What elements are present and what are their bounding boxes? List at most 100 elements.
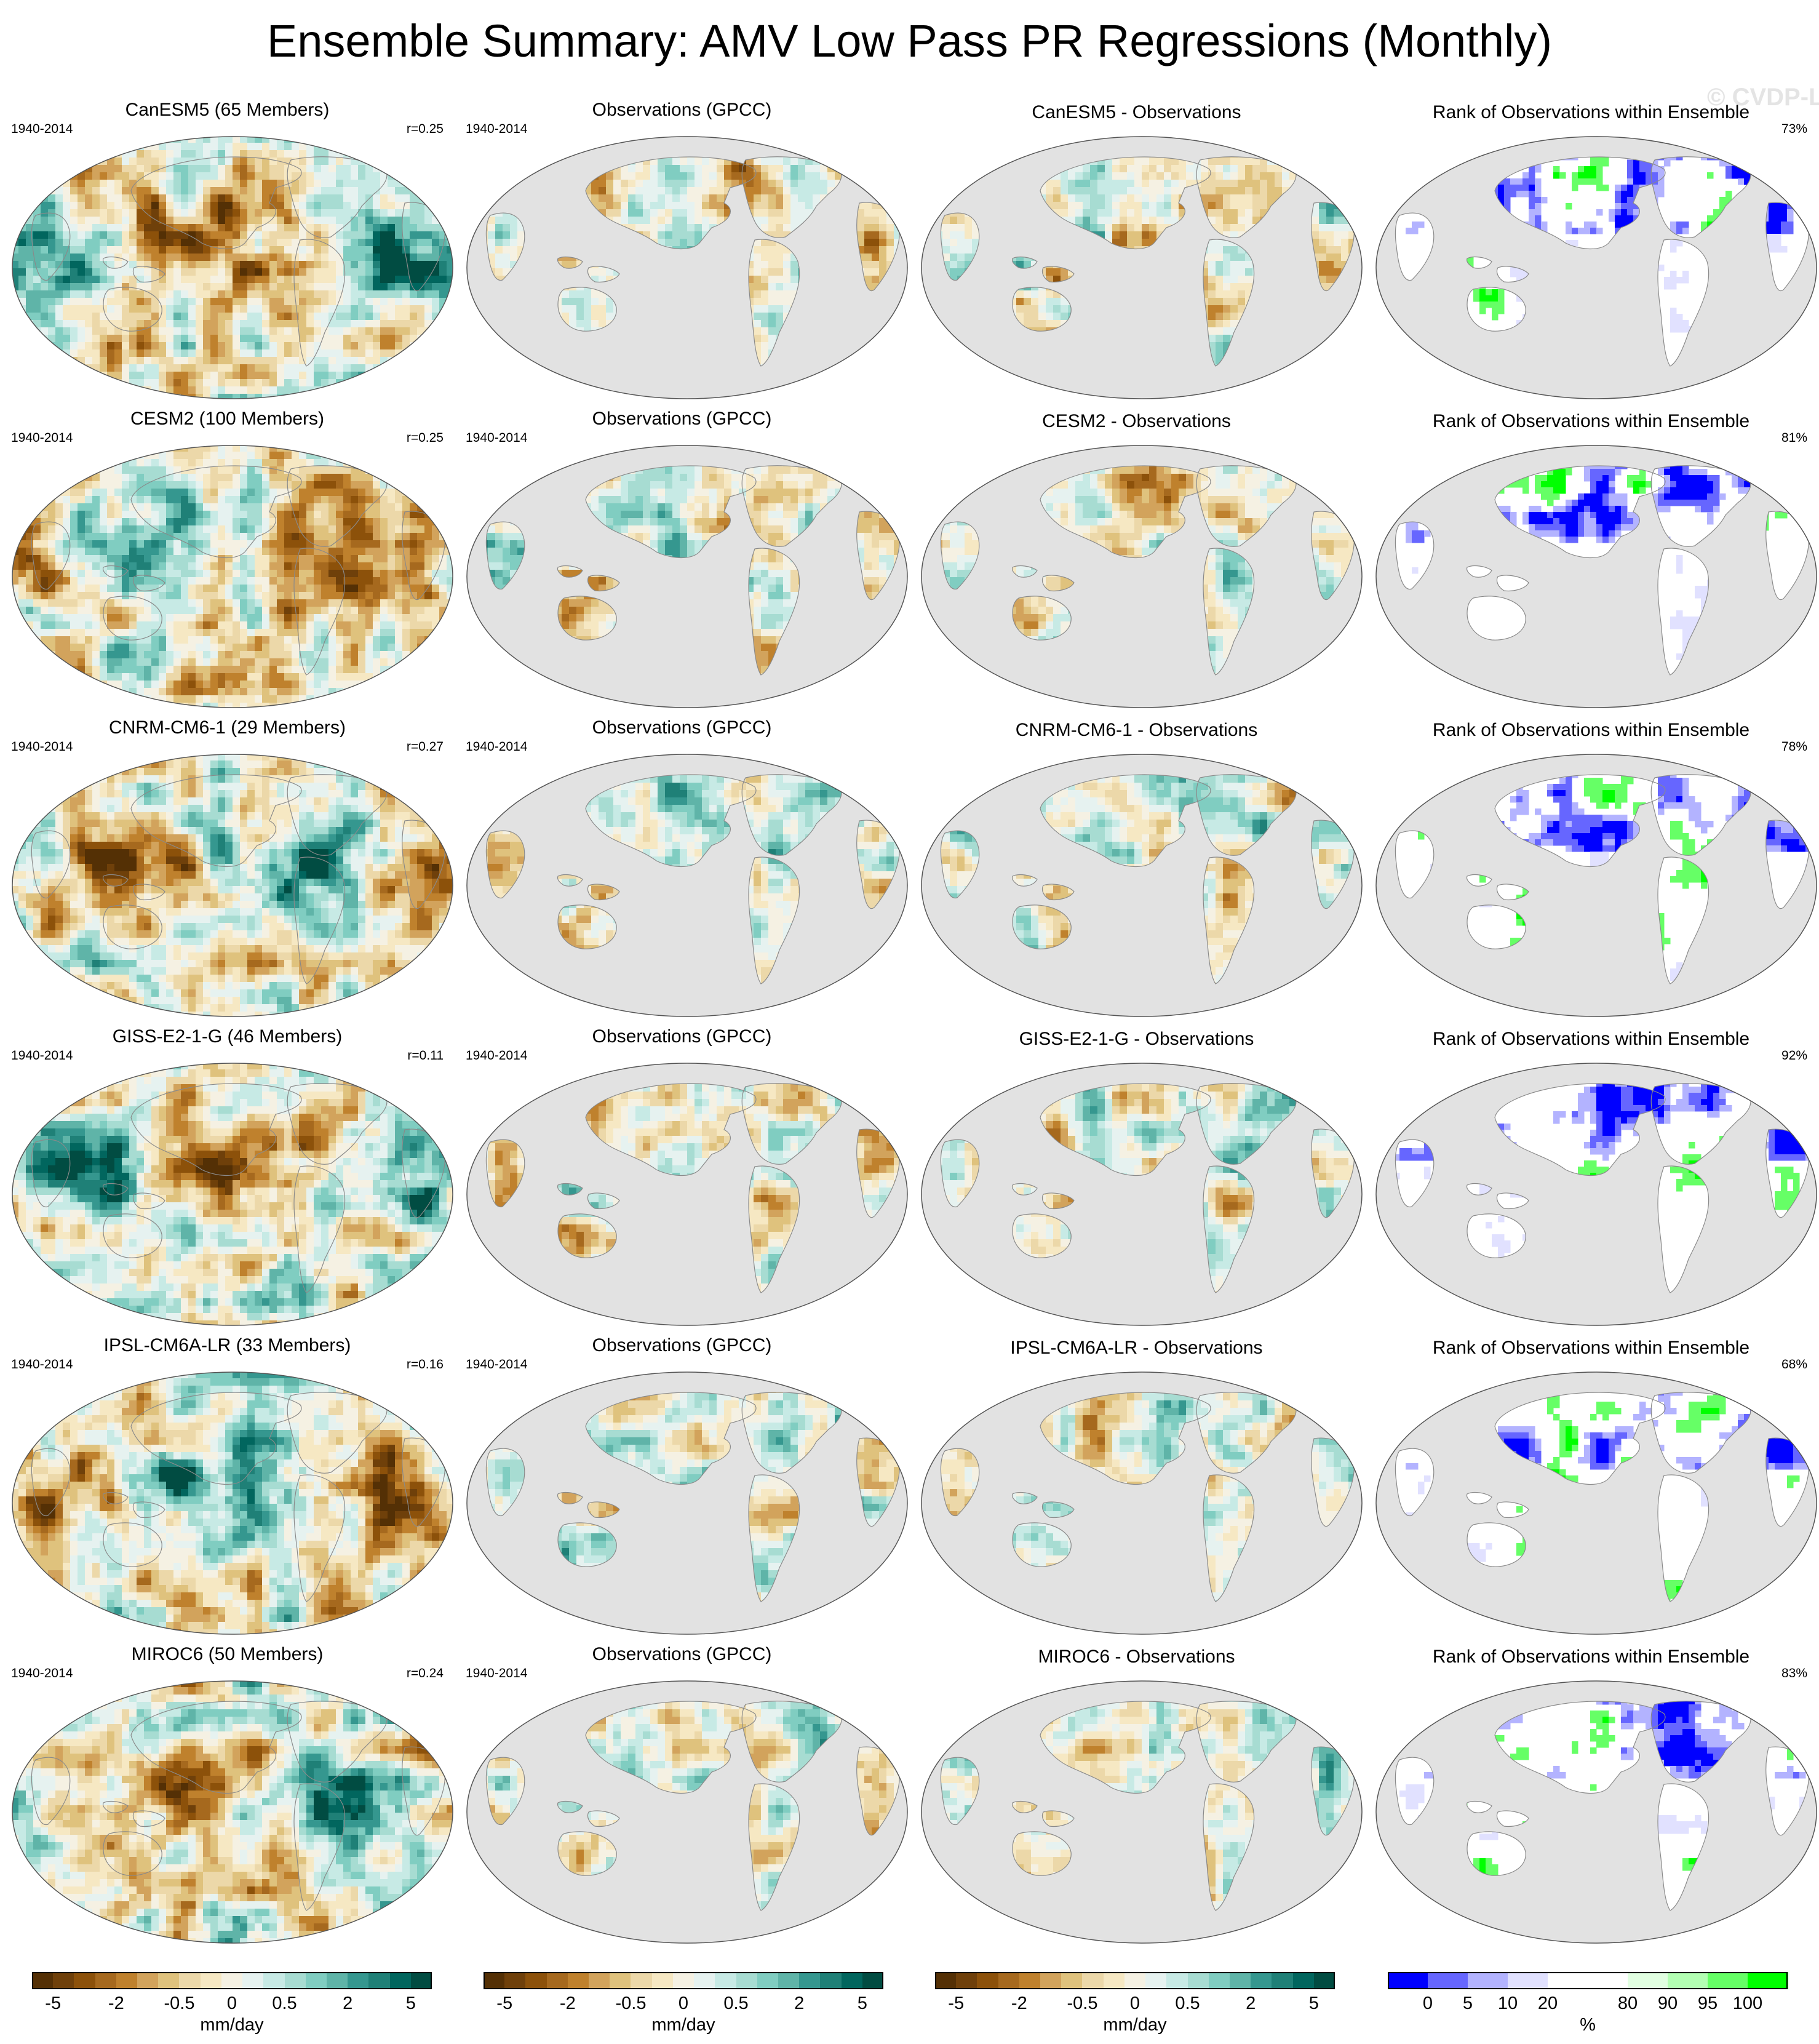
colorbar-swatch — [284, 1972, 306, 1989]
colorbar-swatch — [1082, 1972, 1104, 1989]
pattern-correlation: r=0.24 — [407, 1666, 444, 1681]
period-label: 1940-2014 — [466, 122, 527, 137]
model-map — [12, 1680, 453, 1944]
colorbar-swatch — [242, 1972, 264, 1989]
colorbar-swatch — [694, 1972, 715, 1989]
colorbar-tick-label: -2 — [1011, 1994, 1027, 2014]
colorbar-swatch — [200, 1972, 222, 1989]
colorbar-swatch — [651, 1972, 674, 1989]
map-container — [920, 444, 1363, 712]
period-label: 1940-2014 — [11, 1666, 73, 1681]
panel-title: Observations (GPCC) — [455, 717, 909, 738]
colorbar-swatch — [1272, 1972, 1294, 1989]
colorbar-swatch — [631, 1972, 653, 1989]
colorbar-tick-label: -5 — [45, 1994, 61, 2014]
diff-map — [921, 1063, 1363, 1326]
rank-percent: 78% — [1781, 740, 1807, 754]
model-panel: CanESM5 (65 Members) 1940-2014 r=0.25 — [0, 98, 455, 406]
colorbar-swatch — [1313, 1972, 1335, 1989]
period-label: 1940-2014 — [466, 1048, 527, 1063]
model-panel: IPSL-CM6A-LR (33 Members) 1940-2014 r=0.16 — [0, 1334, 455, 1642]
colorbar-tick-label: -0.5 — [615, 1994, 646, 2014]
colorbar-swatch — [1229, 1972, 1251, 1989]
colorbar-swatch — [977, 1972, 999, 1989]
period-label: 1940-2014 — [11, 431, 73, 445]
map-container — [1375, 753, 1818, 1021]
colorbar: -5 -2 -0.5 0 0.5 2 5 mm/day — [935, 1972, 1335, 2040]
period-label: 1940-2014 — [466, 740, 527, 754]
colorbar-swatch — [1145, 1972, 1167, 1989]
period-label: 1940-2014 — [11, 1048, 73, 1063]
panel-title: CanESM5 (65 Members) — [0, 100, 455, 121]
map-container — [1375, 135, 1818, 403]
colorbar-swatch — [1388, 1972, 1428, 1989]
panel-title: IPSL-CM6A-LR - Observations — [909, 1338, 1364, 1359]
model-map — [12, 754, 453, 1017]
colorbar-swatch — [935, 1972, 957, 1989]
map-container — [920, 1680, 1363, 1947]
colorbar-frame — [1388, 1972, 1788, 1989]
map-container — [1375, 1680, 1818, 1947]
colorbar-swatch — [1251, 1972, 1272, 1989]
colorbar-frame — [935, 1972, 1335, 1989]
colorbar-swatch — [389, 1972, 412, 1989]
map-container — [920, 753, 1363, 1021]
pattern-correlation: r=0.11 — [407, 1048, 444, 1063]
obs-map — [466, 754, 908, 1017]
colorbar-swatch — [998, 1972, 1020, 1989]
colorbar-swatch — [1166, 1972, 1188, 1989]
colorbar-swatch — [137, 1972, 159, 1989]
colorbar-swatch — [757, 1972, 779, 1989]
colorbar-swatch — [736, 1972, 758, 1989]
map-container — [466, 135, 909, 403]
pattern-correlation: r=0.27 — [407, 740, 444, 754]
rank-panel: Rank of Observations within Ensemble 81% — [1364, 407, 1818, 715]
colorbar-tick-label: -0.5 — [164, 1994, 194, 2014]
colorbar-tick-label: 100 — [1733, 1994, 1762, 2014]
colorbar-tick-label: 0 — [1423, 1994, 1433, 2014]
diff-panel: CNRM-CM6-1 - Observations — [909, 716, 1364, 1024]
colorbar-swatch — [1061, 1972, 1083, 1989]
colorbar: -5 -2 -0.5 0 0.5 2 5 mm/day — [32, 1972, 432, 2040]
map-container — [11, 1062, 454, 1330]
colorbar-unit: mm/day — [200, 2015, 263, 2035]
obs-panel: Observations (GPCC) 1940-2014 — [455, 1025, 909, 1333]
diff-panel: MIROC6 - Observations — [909, 1643, 1364, 1950]
rank-map — [1375, 445, 1817, 708]
diff-map — [921, 754, 1363, 1017]
watermark: © CVDP-LE — [1707, 84, 1819, 111]
map-container — [11, 753, 454, 1021]
period-label: 1940-2014 — [11, 740, 73, 754]
panel-title: Rank of Observations within Ensemble — [1364, 1029, 1818, 1050]
colorbar-tick-label: 2 — [1246, 1994, 1256, 2014]
map-container — [920, 1062, 1363, 1330]
colorbar-tick-label: 5 — [858, 1994, 867, 2014]
colorbar-tick-label: 0.5 — [723, 1994, 748, 2014]
colorbar-swatch — [1468, 1972, 1508, 1989]
model-map — [12, 1371, 453, 1635]
panel-title: CanESM5 - Observations — [909, 102, 1364, 123]
obs-panel: Observations (GPCC) 1940-2014 — [455, 1643, 909, 1950]
colorbar-tick-label: -5 — [496, 1994, 512, 2014]
model-map — [12, 445, 453, 708]
colorbar-swatch — [53, 1972, 74, 1989]
colorbar-swatch — [546, 1972, 568, 1989]
colorbar-swatch — [1668, 1972, 1708, 1989]
colorbar-swatch — [715, 1972, 737, 1989]
obs-map — [466, 445, 908, 708]
obs-panel: Observations (GPCC) 1940-2014 — [455, 98, 909, 406]
panel-title: MIROC6 (50 Members) — [0, 1644, 455, 1665]
diff-map — [921, 1371, 1363, 1635]
panel-title: IPSL-CM6A-LR (33 Members) — [0, 1335, 455, 1356]
panel-title: CESM2 (100 Members) — [0, 409, 455, 429]
map-container — [466, 1371, 909, 1639]
obs-map — [466, 1680, 908, 1944]
model-map — [12, 1063, 453, 1326]
model-map — [12, 136, 453, 399]
panel-title: GISS-E2-1-G (46 Members) — [0, 1026, 455, 1047]
rank-panel: Rank of Observations within Ensemble 78% — [1364, 716, 1818, 1024]
colorbar-swatch — [862, 1972, 884, 1989]
colorbar-swatch — [326, 1972, 348, 1989]
rank-percent: 73% — [1781, 122, 1807, 137]
colorbar-tick-label: 5 — [1463, 1994, 1473, 2014]
